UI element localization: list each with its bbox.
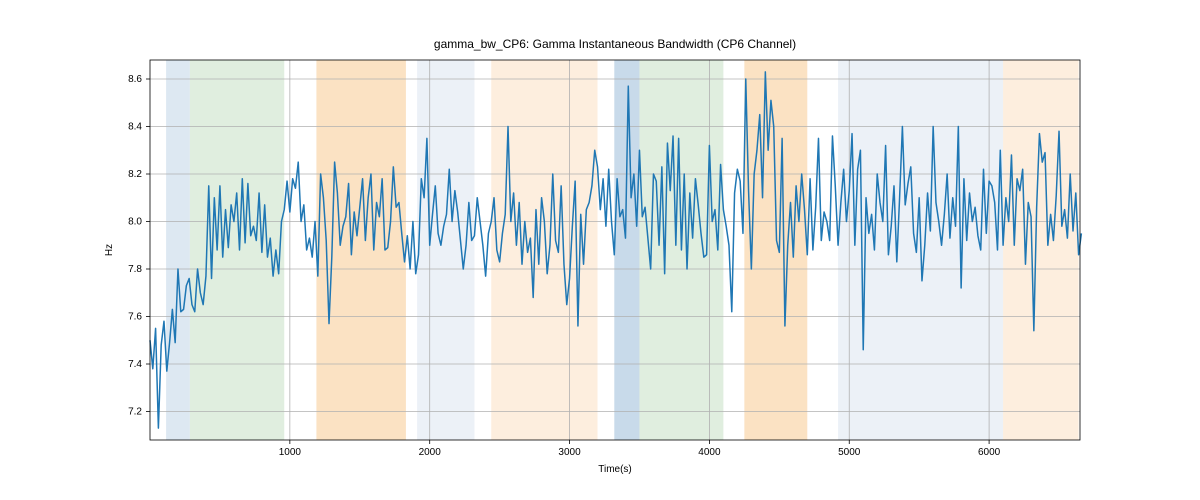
region-band — [316, 60, 406, 440]
chart-title: gamma_bw_CP6: Gamma Instantaneous Bandwi… — [434, 37, 796, 51]
xtick-label: 1000 — [279, 447, 302, 458]
region-band — [614, 60, 639, 440]
ytick-label: 7.6 — [128, 312, 142, 323]
ytick-label: 7.4 — [128, 359, 142, 370]
ytick-label: 7.8 — [128, 264, 142, 275]
xtick-label: 6000 — [978, 447, 1001, 458]
region-band — [190, 60, 284, 440]
ytick-label: 8.6 — [128, 74, 142, 85]
ytick-label: 8.4 — [128, 122, 142, 133]
ytick-label: 7.2 — [128, 407, 142, 418]
region-band — [491, 60, 597, 440]
xtick-label: 4000 — [698, 447, 721, 458]
y-axis-label: Hz — [104, 244, 115, 256]
xtick-label: 5000 — [838, 447, 861, 458]
chart-container: 1000 2000 3000 4000 5000 6000 7.2 7.4 7.6 7.8 8.0 8… — [0, 0, 1200, 500]
ytick-label: 8.2 — [128, 169, 142, 180]
chart-svg: 1000 2000 3000 4000 5000 6000 7.2 7.4 7.6 7.8 8.0 8… — [0, 0, 1200, 500]
region-band — [1003, 60, 1079, 440]
region-band — [744, 60, 807, 440]
xtick-label: 3000 — [558, 447, 581, 458]
ytick-label: 8.0 — [128, 217, 142, 228]
xtick-label: 2000 — [419, 447, 442, 458]
region-band — [166, 60, 190, 440]
x-axis-label: Time(s) — [598, 464, 632, 475]
